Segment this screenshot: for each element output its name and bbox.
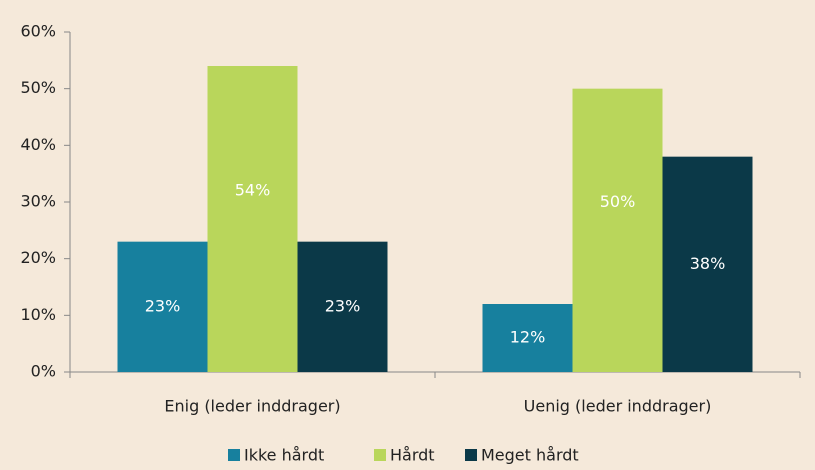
- bar: [482, 304, 573, 372]
- legend-label: Hårdt: [390, 446, 435, 465]
- bar: [572, 88, 663, 373]
- value-label: 23%: [325, 296, 361, 315]
- y-tick-label: 10%: [20, 305, 56, 324]
- y-tick-label: 0%: [31, 362, 56, 381]
- value-label: 23%: [145, 296, 181, 315]
- bar: [207, 66, 298, 372]
- legend-label: Ikke hårdt: [244, 446, 324, 465]
- legend-swatch: [374, 449, 386, 461]
- y-tick-label: 30%: [20, 192, 56, 211]
- y-tick-label: 60%: [20, 22, 56, 41]
- legend-swatch: [228, 449, 240, 461]
- y-tick-label: 50%: [20, 78, 56, 97]
- bar: [117, 241, 208, 372]
- legend-swatch: [465, 449, 477, 461]
- y-tick-label: 40%: [20, 135, 56, 154]
- bar: [662, 156, 753, 372]
- value-label: 12%: [510, 328, 546, 347]
- bar: [297, 241, 388, 372]
- legend-label: Meget hårdt: [481, 446, 579, 465]
- value-label: 54%: [235, 181, 271, 200]
- x-tick-label: Enig (leder inddrager): [164, 397, 340, 416]
- x-tick-label: Uenig (leder inddrager): [524, 397, 712, 416]
- value-label: 38%: [690, 254, 726, 273]
- y-tick-label: 20%: [20, 248, 56, 267]
- value-label: 50%: [600, 192, 636, 211]
